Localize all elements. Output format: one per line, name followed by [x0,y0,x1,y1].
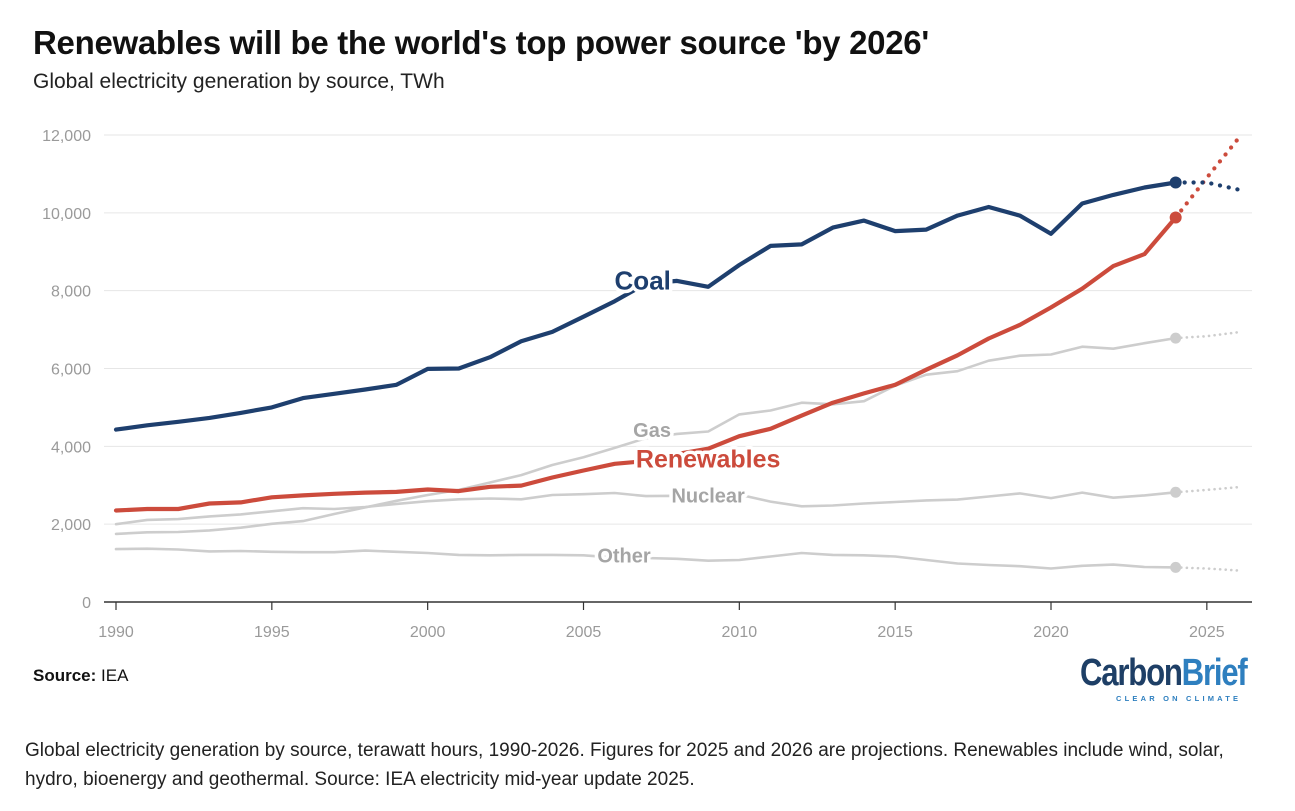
x-tick-label: 2015 [877,624,913,641]
series-label-gas: Gas [633,420,671,442]
series-labels: Coal Renewables Gas Nuclear Other [594,262,784,571]
series-line-gas [114,336,1177,536]
x-tick-label: 2010 [722,624,758,641]
chart-title: Renewables will be the world's top power… [33,24,929,61]
series-label-renewables: Renewables [636,446,781,474]
carbonbrief-logo[interactable]: CarbonBrief CLEAR ON CLIMATE [1080,654,1260,703]
projection-line-gas [1174,330,1240,340]
y-tick-label: 2,000 [51,517,91,534]
source-value: IEA [101,666,129,685]
endpoint-marker-nuclear [1170,486,1182,498]
x-tick-label: 2000 [410,624,446,641]
projection-line-coal [1173,180,1241,192]
source-label: Source: [33,666,97,685]
x-axis: 1990 1995 2000 2005 2010 2015 2020 2025 [98,601,1252,641]
endpoint-marker-renewables [1169,211,1182,224]
x-tick-label: 2005 [566,624,602,641]
logo-tagline: CLEAR ON CLIMATE [1116,694,1242,703]
endpoint-marker-gas [1170,332,1182,344]
projection-line-nuclear [1174,485,1240,494]
logo-word-carbon: Carbon [1080,652,1183,694]
grid-layer [104,134,1252,525]
figure-caption: Global electricity generation by source,… [25,740,1224,790]
endpoint-marker-other [1170,561,1182,573]
series-layer [113,136,1241,573]
y-tick-label: 10,000 [42,206,91,223]
projection-line-renewables [1173,136,1241,220]
y-tick-label: 0 [82,595,91,612]
y-tick-label: 4,000 [51,439,91,456]
y-tick-label: 8,000 [51,284,91,301]
x-tick-label: 2020 [1033,624,1069,641]
logo-word-brief: Brief [1181,652,1248,694]
y-tick-label: 12,000 [42,128,91,145]
logo-wordmark: CarbonBrief [1080,652,1248,694]
series-label-coal: Coal [615,265,671,295]
series-line-renewables [113,215,1178,513]
series-label-nuclear: Nuclear [671,485,745,507]
source-note: Source: IEA [33,666,128,686]
x-tick-label: 2025 [1189,624,1225,641]
projection-line-other [1174,566,1240,572]
series-label-other: Other [597,545,651,567]
chart-subtitle: Global electricity generation by source,… [33,70,445,93]
series-line-other [114,547,1177,570]
y-axis: 0 2,000 4,000 6,000 8,000 10,000 12,000 [42,128,91,612]
y-tick-label: 6,000 [51,362,91,379]
series-line-coal [113,180,1178,432]
x-tick-label: 1995 [254,624,290,641]
endpoint-marker-coal [1169,176,1182,189]
series-line-nuclear [114,490,1177,526]
x-tick-label: 1990 [98,624,134,641]
